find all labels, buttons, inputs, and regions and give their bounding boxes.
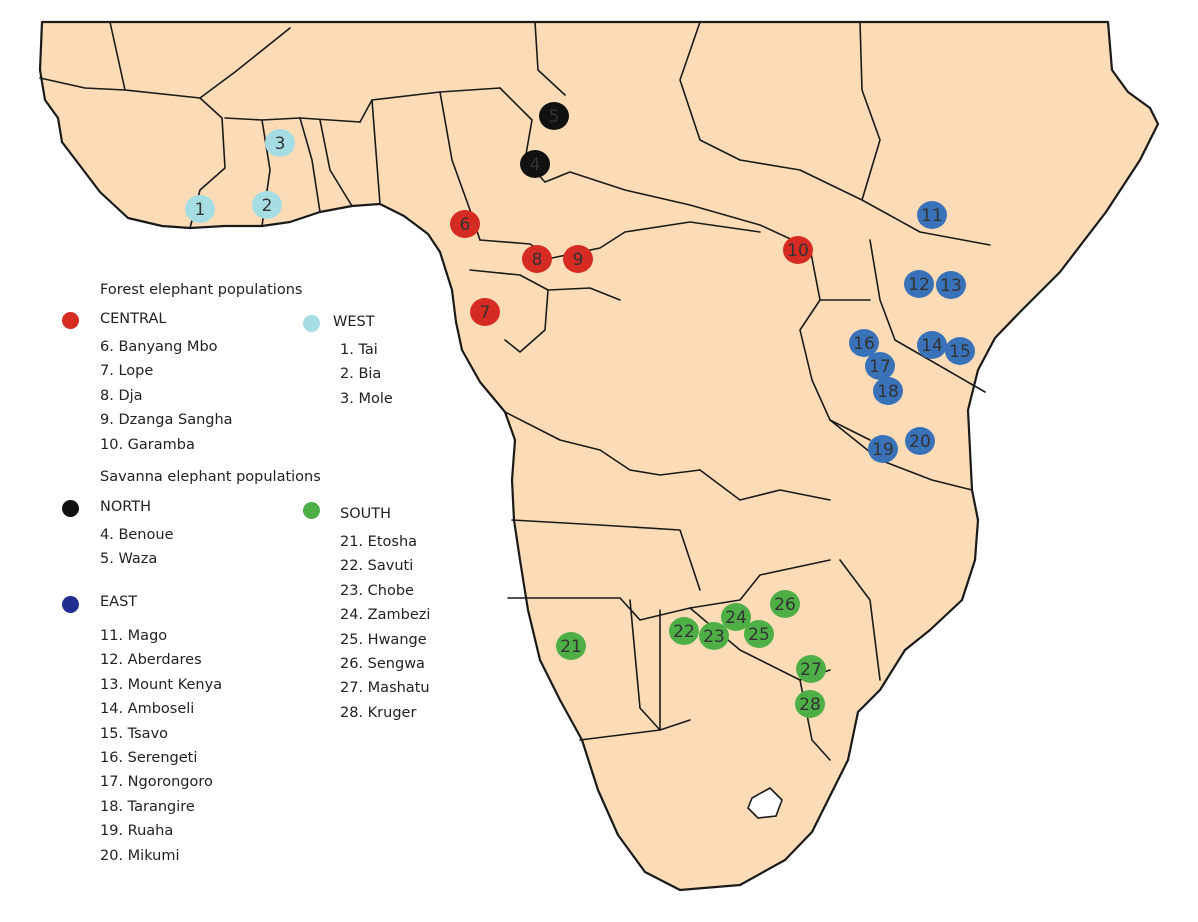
marker-14: 14: [917, 331, 947, 359]
marker-circle: [563, 245, 593, 273]
marker-circle: [252, 191, 282, 219]
marker-label: 5: [549, 107, 560, 127]
marker-label: 21: [560, 637, 582, 657]
marker-10: 10: [783, 236, 813, 264]
marker-label: 18: [877, 382, 899, 402]
marker-8: 8: [522, 245, 552, 273]
marker-18: 18: [873, 377, 903, 405]
marker-circle: [522, 245, 552, 273]
marker-label: 15: [949, 342, 971, 362]
marker-25: 25: [744, 620, 774, 648]
marker-26: 26: [770, 590, 800, 618]
marker-23: 23: [699, 622, 729, 650]
marker-circle: [905, 427, 935, 455]
marker-17: 17: [865, 352, 895, 380]
marker-circle: [470, 298, 500, 326]
marker-15: 15: [945, 337, 975, 365]
marker-7: 7: [470, 298, 500, 326]
marker-label: 22: [673, 622, 695, 642]
marker-circle: [873, 377, 903, 405]
marker-label: 16: [853, 334, 875, 354]
marker-label: 9: [573, 250, 584, 270]
marker-label: 3: [275, 134, 286, 154]
marker-circle: [917, 201, 947, 229]
marker-2: 2: [252, 191, 282, 219]
country-borders: [39, 21, 991, 761]
marker-label: 2: [262, 196, 273, 216]
marker-label: 26: [774, 595, 796, 615]
marker-circle: [450, 210, 480, 238]
marker-label: 11: [921, 206, 943, 226]
marker-circle: [770, 590, 800, 618]
marker-28: 28: [795, 690, 825, 718]
marker-label: 28: [799, 695, 821, 715]
marker-label: 24: [725, 608, 747, 628]
marker-label: 6: [460, 215, 471, 235]
marker-label: 4: [530, 155, 541, 175]
marker-circle: [795, 690, 825, 718]
marker-label: 19: [872, 440, 894, 460]
marker-label: 7: [480, 303, 491, 323]
marker-circle: [721, 603, 751, 631]
marker-20: 20: [905, 427, 935, 455]
lake-lesotho-outline: [747, 787, 783, 819]
marker-circle: [936, 271, 966, 299]
marker-label: 17: [869, 357, 891, 377]
marker-27: 27: [796, 655, 826, 683]
marker-11: 11: [917, 201, 947, 229]
marker-label: 14: [921, 336, 943, 356]
marker-label: 20: [909, 432, 931, 452]
marker-16: 16: [849, 329, 879, 357]
marker-label: 8: [532, 250, 543, 270]
marker-circle: [669, 617, 699, 645]
marker-circle: [185, 195, 215, 223]
marker-12: 12: [904, 270, 934, 298]
marker-circle: [744, 620, 774, 648]
marker-label: 13: [940, 276, 962, 296]
marker-label: 27: [800, 660, 822, 680]
marker-circle: [520, 150, 550, 178]
marker-22: 22: [669, 617, 699, 645]
marker-6: 6: [450, 210, 480, 238]
marker-label: 25: [748, 625, 770, 645]
marker-label: 10: [787, 241, 809, 261]
marker-13: 13: [936, 271, 966, 299]
marker-1: 1: [185, 195, 215, 223]
marker-19: 19: [868, 435, 898, 463]
marker-3: 3: [265, 129, 295, 157]
africa-landmass: [38, 20, 1160, 892]
marker-circle: [783, 236, 813, 264]
marker-21: 21: [556, 632, 586, 660]
marker-24: 24: [721, 603, 751, 631]
marker-circle: [699, 622, 729, 650]
marker-label: 23: [703, 627, 725, 647]
marker-circle: [849, 329, 879, 357]
marker-label: 1: [195, 200, 206, 220]
marker-circle: [556, 632, 586, 660]
marker-circle: [945, 337, 975, 365]
marker-4: 4: [520, 150, 550, 178]
marker-9: 9: [563, 245, 593, 273]
marker-circle: [917, 331, 947, 359]
marker-circle: [265, 129, 295, 157]
marker-circle: [904, 270, 934, 298]
marker-label: 12: [908, 275, 930, 295]
marker-circle: [539, 102, 569, 130]
marker-5: 5: [539, 102, 569, 130]
marker-circle: [865, 352, 895, 380]
marker-circle: [868, 435, 898, 463]
marker-circle: [796, 655, 826, 683]
